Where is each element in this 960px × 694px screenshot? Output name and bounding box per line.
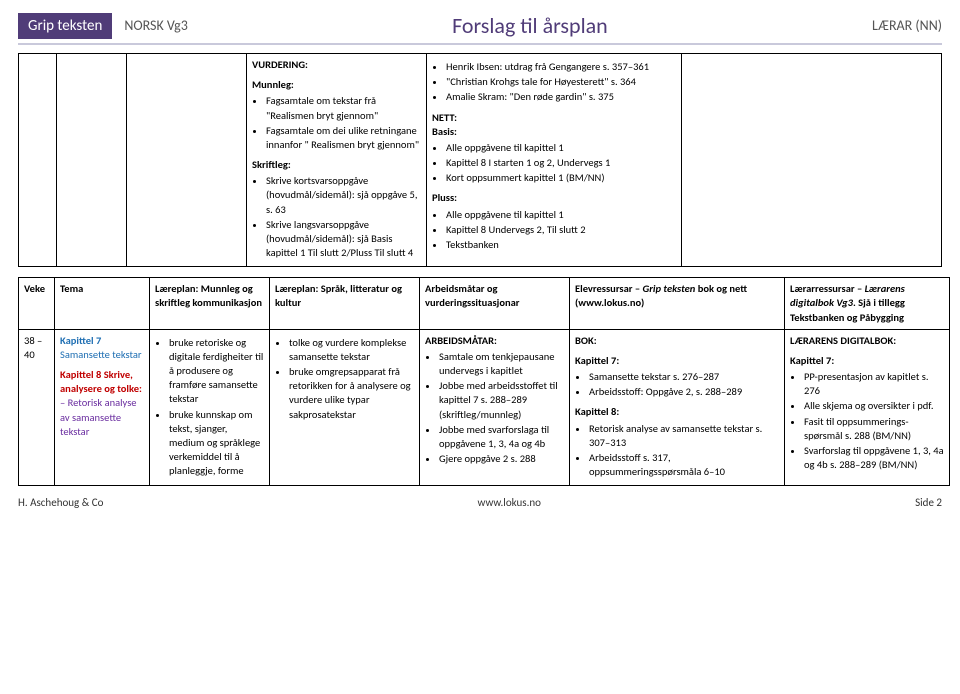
- list-item: Alle skjema og oversikter i pdf.: [804, 399, 944, 413]
- brand-badge: Grip teksten: [18, 13, 112, 39]
- footer-page: Side 2: [915, 496, 942, 509]
- table-upper: VURDERING: Munnleg: Fagsamtale om teksta…: [18, 53, 942, 267]
- list-item: bruke retoriske og digitale ferdigheiter…: [169, 336, 264, 407]
- list-item: Kapittel 8 Undervegs 2, Til slutt 2: [446, 223, 676, 237]
- list-item: Samtale om tenkjepausane undervegs i kap…: [439, 350, 564, 378]
- th-lp1: Læreplan: Munnleg og skriftleg kommunika…: [150, 278, 270, 330]
- list-item: bruke omgrepsapparat frå retorikken for …: [289, 365, 414, 422]
- list-item: Fagsamtale om tekstar frå "Realismen bry…: [266, 94, 421, 122]
- th-tema: Tema: [55, 278, 150, 330]
- th-arb: Arbeidsmåtar og vurderingssituasjonar: [420, 278, 570, 330]
- elev-k7-list: Samansette tekstar s. 276–287 Arbeidssto…: [575, 370, 779, 399]
- th-veke: Veke: [19, 278, 55, 330]
- list-item: Amalie Skram: "Den røde gardin" s. 375: [446, 90, 676, 104]
- empty-cell: [127, 54, 247, 267]
- header-title: Forslag til årsplan: [188, 12, 872, 39]
- laer-list: PP-presentasjon av kapitlet s. 276 Alle …: [790, 370, 944, 472]
- pluss-list: Alle oppgåvene til kapittel 1 Kapittel 8…: [432, 208, 676, 253]
- list-item: Alle oppgåvene til kapittel 1: [446, 141, 676, 155]
- th-laer: Lærarressursar – Lærarens digitalbok Vg3…: [785, 278, 950, 330]
- cell-lp2: tolke og vurdere komplekse samansette te…: [270, 329, 420, 486]
- list-item: Kapittel 8 I starten 1 og 2, Undervegs 1: [446, 156, 676, 170]
- footer-url: www.lokus.no: [478, 496, 541, 509]
- basis-list: Alle oppgåvene til kapittel 1 Kapittel 8…: [432, 141, 676, 186]
- page-header: Grip teksten NORSK Vg3 Forslag til årspl…: [18, 12, 942, 45]
- footer-publisher: H. Aschehoug & Co: [18, 496, 103, 509]
- header-subject: NORSK Vg3: [124, 17, 188, 34]
- table-row: 38 – 40 Kapittel 7 Samansette tekstar Ka…: [19, 329, 950, 486]
- skriftleg-title: Skriftleg:: [252, 158, 421, 172]
- header-role: LÆRAR (NN): [872, 17, 942, 34]
- laer-k7: Kapittel 7:: [790, 354, 944, 368]
- skriftleg-list: Skrive kortsvarsoppgåve (hovudmål/sidemå…: [252, 174, 421, 260]
- cell-laer: LÆRARENS DIGITALBOK: Kapittel 7: PP-pres…: [785, 329, 950, 486]
- cell-tema: Kapittel 7 Samansette tekstar Kapittel 8…: [55, 329, 150, 486]
- nett-cell: Henrik Ibsen: utdrag frå Gengangere s. 3…: [427, 54, 682, 267]
- list-item: Kort oppsummert kapittel 1 (BM/NN): [446, 171, 676, 185]
- arb-list: Samtale om tenkjepausane undervegs i kap…: [425, 350, 564, 466]
- vurdering-cell: VURDERING: Munnleg: Fagsamtale om teksta…: [247, 54, 427, 267]
- munnleg-list: Fagsamtale om tekstar frå "Realismen bry…: [252, 94, 421, 152]
- elev-bok: BOK:: [575, 334, 779, 348]
- list-item: Skrive kortsvarsoppgåve (hovudmål/sidemå…: [266, 174, 421, 217]
- elev-k7: Kapittel 7:: [575, 354, 779, 368]
- list-item: bruke kunnskap om tekst, sjanger, medium…: [169, 408, 264, 479]
- cell-elev: BOK: Kapittel 7: Samansette tekstar s. 2…: [570, 329, 785, 486]
- lp1-list: bruke retoriske og digitale ferdigheiter…: [155, 336, 264, 479]
- elev-k8-list: Retorisk analyse av samansette tekstar s…: [575, 422, 779, 480]
- list-item: Fasit til oppsummerings-spørsmål s. 288 …: [804, 415, 944, 443]
- list-item: Gjere oppgåve 2 s. 288: [439, 452, 564, 466]
- list-item: Skrive langsvarsoppgåve (hovudmål/sidemå…: [266, 218, 421, 261]
- list-item: Tekstbanken: [446, 238, 676, 252]
- list-item: Retorisk analyse av samansette tekstar s…: [589, 422, 779, 450]
- list-item: Jobbe med svarforslaga til oppgåvene 1, …: [439, 423, 564, 451]
- empty-cell: [57, 54, 127, 267]
- table-lower: Veke Tema Læreplan: Munnleg og skriftleg…: [18, 277, 950, 486]
- cell-veke: 38 – 40: [19, 329, 55, 486]
- th-lp2: Læreplan: Språk, litteratur og kultur: [270, 278, 420, 330]
- lp2-list: tolke og vurdere komplekse samansette te…: [275, 336, 414, 422]
- empty-cell: [682, 54, 942, 267]
- tema-k7-sub: Samansette tekstar: [60, 348, 144, 362]
- vurdering-title: VURDERING:: [252, 58, 421, 72]
- list-item: Arbeidsstoff: Oppgåve 2, s. 288–289: [589, 385, 779, 399]
- list-item: Arbeidsstoff s. 317, oppsummeringsspørsm…: [589, 451, 779, 479]
- tema-k8-sub: – Retorisk analyse av samansette tekstar: [60, 396, 144, 439]
- list-item: Samansette tekstar s. 276–287: [589, 370, 779, 384]
- cell-lp1: bruke retoriske og digitale ferdigheiter…: [150, 329, 270, 486]
- top-list: Henrik Ibsen: utdrag frå Gengangere s. 3…: [432, 60, 676, 105]
- th-elev: Elevressursar – Grip teksten bok og nett…: [570, 278, 785, 330]
- list-item: Svarforslag til oppgåvene 1, 3, 4a og 4b…: [804, 444, 944, 472]
- laer-title: LÆRARENS DIGITALBOK:: [790, 334, 944, 348]
- elev-k8: Kapittel 8:: [575, 405, 779, 419]
- munnleg-title: Munnleg:: [252, 78, 421, 92]
- list-item: Alle oppgåvene til kapittel 1: [446, 208, 676, 222]
- list-item: PP-presentasjon av kapitlet s. 276: [804, 370, 944, 398]
- cell-arb: ARBEIDSMÅTAR: Samtale om tenkjepausane u…: [420, 329, 570, 486]
- tema-k7: Kapittel 7: [60, 334, 144, 348]
- list-item: tolke og vurdere komplekse samansette te…: [289, 336, 414, 364]
- table-header-row: Veke Tema Læreplan: Munnleg og skriftleg…: [19, 278, 950, 330]
- tema-k8: Kapittel 8 Skrive, analysere og tolke:: [60, 368, 144, 396]
- empty-cell: [19, 54, 57, 267]
- pluss-title: Pluss:: [432, 191, 676, 205]
- list-item: Henrik Ibsen: utdrag frå Gengangere s. 3…: [446, 60, 676, 74]
- basis-title: Basis:: [432, 125, 676, 139]
- list-item: "Christian Krohgs tale for Høyesterett" …: [446, 75, 676, 89]
- page-footer: H. Aschehoug & Co www.lokus.no Side 2: [18, 496, 942, 509]
- nett-title: NETT:: [432, 111, 676, 125]
- list-item: Fagsamtale om dei ulike retningane innan…: [266, 124, 421, 152]
- list-item: Jobbe med arbeidsstoffet til kapittel 7 …: [439, 379, 564, 422]
- arb-title: ARBEIDSMÅTAR:: [425, 334, 564, 348]
